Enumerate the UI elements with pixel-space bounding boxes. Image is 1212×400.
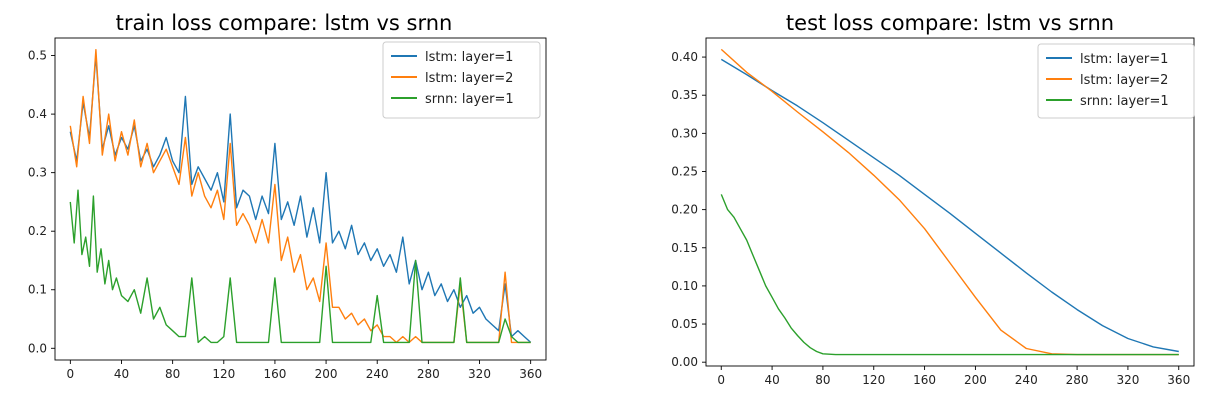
x-tick-label: 160	[913, 373, 936, 387]
y-tick-label: 0.1	[28, 283, 47, 297]
legend-label: srnn: layer=1	[1080, 94, 1169, 109]
y-tick-label: 0.0	[28, 341, 47, 355]
plot-frame	[54, 37, 547, 361]
legend-box	[1037, 43, 1195, 119]
x-tick-label: 320	[468, 367, 491, 381]
y-tick-label: 0.15	[671, 241, 698, 255]
x-tick-label: 320	[1116, 373, 1139, 387]
x-tick-label: 280	[417, 367, 440, 381]
y-tick-label: 0.2	[28, 224, 47, 238]
series-line-srnn-layer-1	[69, 189, 531, 344]
y-tick-label: 0.25	[671, 164, 698, 178]
test-loss-chart: test loss compare: lstm vs srnn 0 40 80 120…	[606, 0, 1212, 400]
series-line-lstm-layer-1	[720, 58, 1179, 353]
x-tick-label: 240	[1015, 373, 1038, 387]
x-tick-label: 0	[67, 367, 75, 381]
y-tick-label: 0.00	[671, 355, 698, 369]
x-tick-label: 200	[964, 373, 987, 387]
legend-label: lstm: layer=2	[1080, 73, 1168, 88]
y-tick-label: 0.5	[28, 49, 47, 63]
chart-title: test loss compare: lstm vs srnn	[786, 11, 1114, 35]
train-loss-chart-svg: train loss compare: lstm vs srnn 0 40 80 12…	[28, 11, 547, 381]
x-tick-label: 40	[114, 367, 129, 381]
y-tick-label: 0.40	[671, 50, 698, 64]
x-tick-label: 80	[815, 373, 830, 387]
series-line-srnn-layer-1	[720, 194, 1179, 356]
legend-label: srnn: layer=1	[425, 92, 514, 107]
x-tick-label: 240	[366, 367, 389, 381]
legend-label: lstm: layer=1	[1080, 52, 1168, 67]
x-tick-label: 40	[764, 373, 779, 387]
x-tick-label: 120	[212, 367, 235, 381]
y-tick-label: 0.3	[28, 166, 47, 180]
x-tick-label: 0	[717, 373, 725, 387]
x-tick-label: 120	[862, 373, 885, 387]
legend-box	[382, 41, 541, 119]
series-line-lstm-layer-1	[69, 54, 532, 343]
x-tick-label: 80	[165, 367, 180, 381]
y-tick-label: 0.4	[28, 107, 47, 121]
x-tick-label: 360	[1167, 373, 1190, 387]
chart-title: train loss compare: lstm vs srnn	[116, 11, 453, 35]
x-tick-label: 200	[315, 367, 338, 381]
y-tick-label: 0.30	[671, 126, 698, 140]
test-loss-chart-svg: test loss compare: lstm vs srnn 0 40 80 120…	[671, 11, 1195, 387]
plot-frame	[705, 37, 1195, 367]
y-tick-label: 0.20	[671, 203, 698, 217]
legend-label: lstm: layer=1	[425, 50, 513, 65]
train-loss-chart: train loss compare: lstm vs srnn 0 40 80 12…	[28, 11, 547, 381]
x-tick-label: 160	[263, 367, 286, 381]
y-tick-label: 0.35	[671, 88, 698, 102]
x-tick-label: 360	[519, 367, 542, 381]
x-tick-label: 280	[1066, 373, 1089, 387]
legend-label: lstm: layer=2	[425, 71, 513, 86]
y-tick-label: 0.10	[671, 279, 698, 293]
y-tick-label: 0.05	[671, 317, 698, 331]
